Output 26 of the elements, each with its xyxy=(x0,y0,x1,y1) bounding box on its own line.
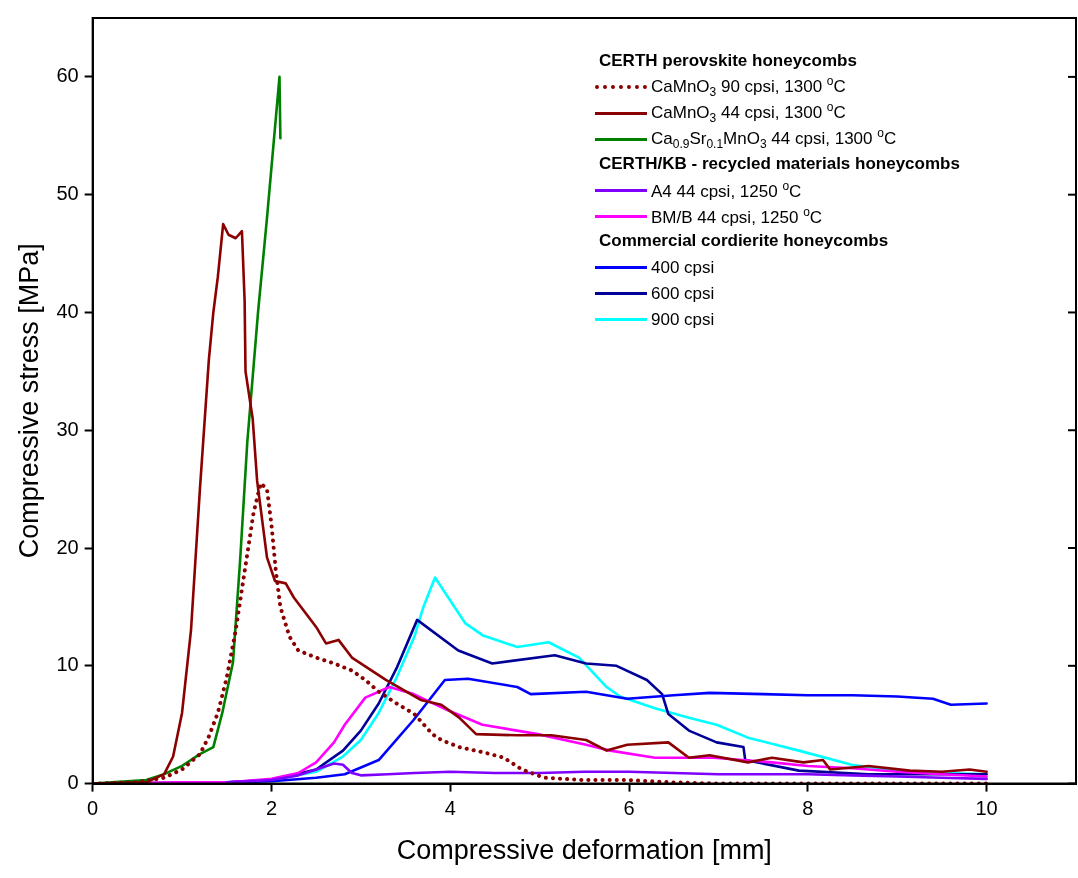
y-tick-label: 30 xyxy=(56,417,79,440)
legend-label: CaMnO$_{3}$ 44 cpsi, 1300 $^{o}$C xyxy=(651,100,846,126)
x-tick-label: 10 xyxy=(975,797,998,820)
legend-label: 600 cpsi xyxy=(651,283,715,303)
y-tick-label: 50 xyxy=(56,182,79,205)
legend-label: BM/B 44 cpsi, 1250 $^{o}$C xyxy=(651,205,823,227)
y-tick-label: 40 xyxy=(56,299,79,322)
text: Ca$_{0.9}$Sr$_{0.1}$MnO$_{3}$ 44 cpsi, 1300 $^{o}$C xyxy=(651,126,897,152)
y-axis-title: Compressive stress [MPa] xyxy=(13,243,44,559)
annotation: Commercial cordierite honeycombs xyxy=(599,231,890,250)
x-tick-label: 2 xyxy=(265,797,277,820)
legend-label: 400 cpsi xyxy=(651,257,715,277)
y-tick-label: 10 xyxy=(56,653,79,676)
legend-label: 900 cpsi xyxy=(651,309,715,329)
y-tick-label: 60 xyxy=(56,64,79,87)
x-tick-label: 6 xyxy=(623,797,635,820)
x-tick-label: 8 xyxy=(802,797,814,820)
x-tick-label: 4 xyxy=(444,797,456,820)
legend-label: CaMnO$_{3}$ 90 cpsi, 1300 $^{o}$C xyxy=(651,74,846,100)
x-tick-label: 0 xyxy=(87,797,99,820)
y-tick-label: 20 xyxy=(56,535,79,558)
annotation: CERTH perovskite honeycombs xyxy=(599,51,858,70)
legend-label: A4 44 cpsi, 1250 $^{o}$C xyxy=(651,179,802,201)
y-tick-label: 0 xyxy=(67,771,79,794)
x-axis-title: Compressive deformation [mm] xyxy=(396,835,772,866)
annotation: CERTH/KB - recycled materials honeycombs xyxy=(599,154,960,173)
